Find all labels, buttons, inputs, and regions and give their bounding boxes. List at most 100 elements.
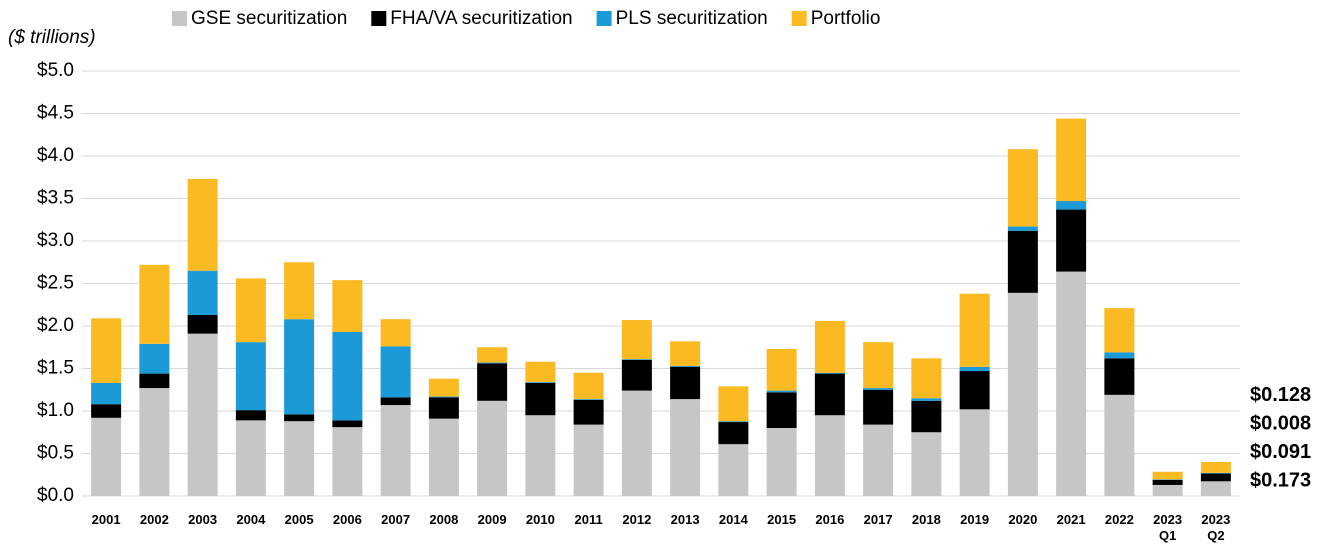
bar-segment (766, 392, 797, 428)
bar-segment (284, 414, 315, 422)
bar-segment (284, 319, 315, 415)
bar-segment (1200, 481, 1231, 496)
bar-segment (911, 398, 942, 401)
legend-swatch (371, 11, 387, 26)
bar-segment (139, 343, 170, 374)
legend-label: Portfolio (811, 8, 881, 29)
bar-segment (863, 342, 894, 389)
bar-segment (91, 417, 122, 496)
x-tick-label: 2015 (767, 512, 797, 527)
bar-segment (477, 347, 508, 363)
bar-segment (477, 363, 508, 401)
bar-segment (380, 405, 411, 496)
bar-segment (959, 409, 990, 496)
x-tick-label: 2016 (815, 512, 845, 527)
x-tick-label: 2001 (91, 512, 121, 527)
bar-segment (139, 388, 170, 496)
y-tick-label: $1.5 (37, 358, 74, 379)
x-tick-label: 2018 (911, 512, 941, 527)
bar-segment (235, 410, 266, 421)
bar-segment (863, 389, 894, 425)
bar-segment (718, 444, 749, 496)
x-tick-label: 2012 (622, 512, 652, 527)
bar-segment (670, 399, 701, 496)
bar-segment (428, 418, 459, 496)
legend-swatch (172, 11, 187, 26)
legend-swatch (596, 11, 612, 26)
y-tick-label: $5.0 (37, 60, 74, 81)
value-label: $0.128 (1250, 384, 1311, 406)
bar-segment (766, 348, 797, 391)
bar-segment (477, 400, 508, 496)
x-tick-label: 2014 (718, 512, 748, 527)
x-tick-label: 2004 (236, 512, 266, 527)
bar-segment (1104, 358, 1135, 395)
bar-segment (621, 320, 652, 360)
y-tick-label: $0.0 (37, 485, 74, 506)
bar-segment (814, 415, 845, 496)
bar-segment (187, 314, 218, 334)
x-tick-label: 2011 (574, 512, 603, 527)
bar-segment (428, 396, 459, 398)
y-tick-label: $4.5 (37, 103, 74, 124)
bar-segment (284, 421, 315, 496)
bar-segment (911, 400, 942, 433)
y-tick-label: $1.0 (37, 400, 74, 421)
bar-segment (284, 262, 315, 320)
bar-segment (766, 390, 797, 393)
bar-segment (1056, 271, 1087, 496)
bar-segment (1104, 308, 1135, 353)
bar-segment (670, 365, 701, 367)
legend-swatch (791, 11, 807, 26)
bar-segment (814, 320, 845, 373)
bar-segment (380, 346, 411, 398)
x-tick-label: 2023 Q2 (1201, 512, 1231, 543)
x-tick-label: 2022 (1104, 512, 1134, 527)
bar-segment (911, 358, 942, 399)
x-tick-label: 2002 (139, 512, 169, 527)
bar-segment (911, 432, 942, 496)
bar-segment (525, 415, 556, 496)
legend-label: PLS securitization (616, 8, 768, 29)
y-tick-label: $2.5 (37, 273, 74, 294)
bar-segment (235, 342, 266, 411)
bar-segment (1152, 484, 1183, 496)
bar-segment (187, 270, 218, 315)
bar-segment (1007, 230, 1038, 293)
x-tick-label: 2005 (284, 512, 314, 527)
bar-segment (670, 341, 701, 366)
bar-segment (332, 331, 363, 421)
x-tick-label: 2009 (477, 512, 507, 527)
y-tick-label: $2.0 (37, 315, 74, 336)
bar-segment (863, 388, 894, 390)
bar-segment (718, 421, 749, 423)
legend-label: GSE securitization (191, 8, 347, 29)
value-label: $0.173 (1250, 469, 1311, 491)
bar-segment (573, 372, 604, 400)
bar-segment (1104, 352, 1135, 359)
x-tick-label: 2017 (863, 512, 893, 527)
bar-segment (1152, 479, 1183, 485)
x-tick-label: 2003 (188, 512, 218, 527)
bar-segment (863, 424, 894, 496)
x-tick-label: 2021 (1056, 512, 1086, 527)
bar-segment (573, 424, 604, 496)
bar-segment (1200, 472, 1231, 474)
bar-segment (1007, 226, 1038, 231)
bar-segment (959, 293, 990, 367)
value-label: $0.008 (1250, 412, 1311, 434)
bar-segment (380, 319, 411, 347)
y-tick-label: $3.0 (37, 230, 74, 251)
bar-segment (621, 359, 652, 360)
bar-segment (1007, 292, 1038, 496)
bar-segment (477, 362, 508, 364)
bar-segment (718, 422, 749, 445)
bar-segment (187, 178, 218, 271)
y-tick-label: $4.0 (37, 145, 74, 166)
bar-segment (332, 280, 363, 332)
bar-segment (573, 399, 604, 400)
value-label: $0.091 (1250, 441, 1311, 463)
bar-segment (428, 378, 459, 397)
